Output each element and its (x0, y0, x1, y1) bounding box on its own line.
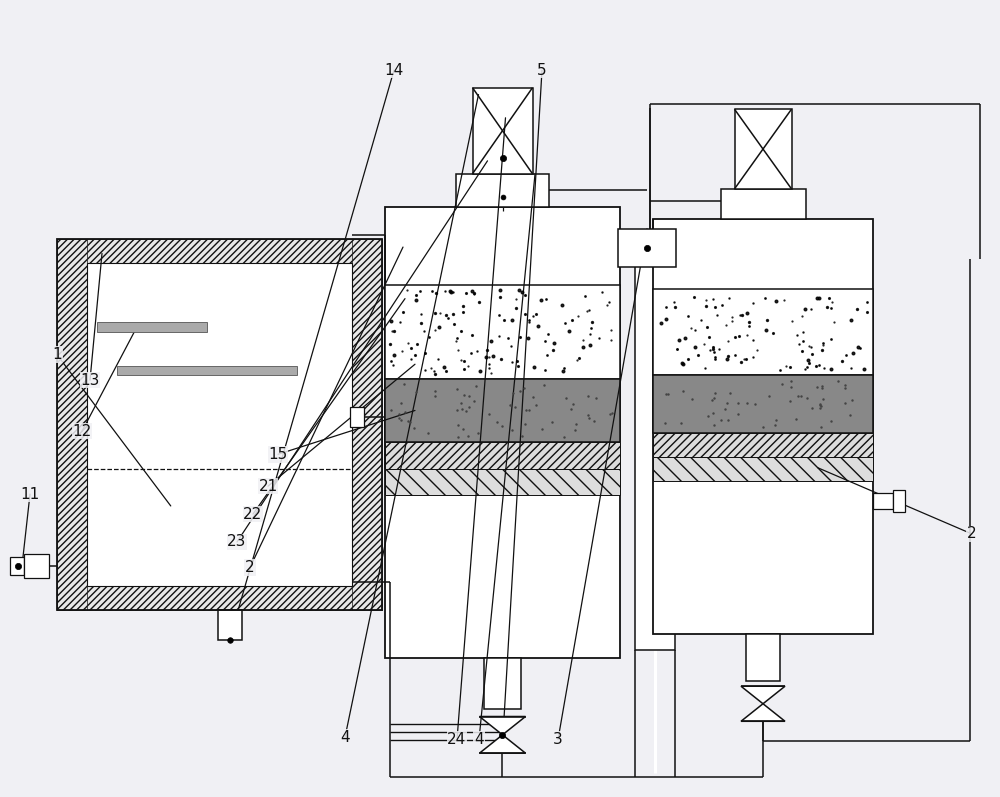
Bar (653, 289, 873, 375)
Bar (352, 239, 382, 610)
Bar (456, 174, 549, 207)
Text: 5: 5 (537, 63, 547, 77)
Bar (57, 239, 382, 263)
Bar (10, 557, 24, 575)
Text: 15: 15 (268, 447, 288, 461)
Bar (57, 239, 382, 610)
Text: 11: 11 (20, 487, 40, 501)
Polygon shape (479, 717, 526, 735)
Bar (385, 285, 620, 379)
Polygon shape (479, 735, 526, 753)
Text: 23: 23 (227, 535, 247, 549)
Text: 14: 14 (384, 63, 404, 77)
Bar (734, 109, 792, 189)
Text: 4: 4 (340, 730, 350, 744)
Bar (117, 366, 297, 375)
Bar (635, 239, 675, 650)
Text: 4: 4 (474, 732, 484, 747)
Bar (720, 189, 806, 219)
Text: 12: 12 (72, 424, 92, 438)
Bar (653, 433, 873, 457)
Bar (873, 493, 893, 509)
Text: 1: 1 (52, 347, 62, 362)
Bar (473, 88, 532, 174)
Bar (893, 490, 905, 512)
Bar (218, 610, 242, 640)
Bar (484, 658, 521, 709)
Polygon shape (741, 704, 785, 721)
Bar (385, 207, 620, 658)
Text: 21: 21 (258, 479, 278, 493)
Bar (97, 322, 207, 332)
Bar (746, 634, 780, 681)
Bar (618, 229, 676, 267)
Bar (24, 554, 49, 578)
Text: 2: 2 (245, 560, 255, 575)
Bar (385, 469, 620, 495)
Text: 22: 22 (243, 507, 263, 521)
Bar (385, 442, 620, 469)
Bar (653, 219, 873, 634)
Bar (385, 379, 620, 442)
Text: 24: 24 (447, 732, 467, 747)
Text: 3: 3 (553, 732, 563, 747)
Bar (87, 263, 352, 586)
Bar (57, 586, 382, 610)
Polygon shape (741, 686, 785, 704)
Bar (653, 375, 873, 433)
Text: 2: 2 (967, 527, 977, 541)
Bar (350, 406, 364, 427)
Bar (57, 239, 87, 610)
Text: 13: 13 (80, 373, 100, 387)
Bar (653, 457, 873, 481)
